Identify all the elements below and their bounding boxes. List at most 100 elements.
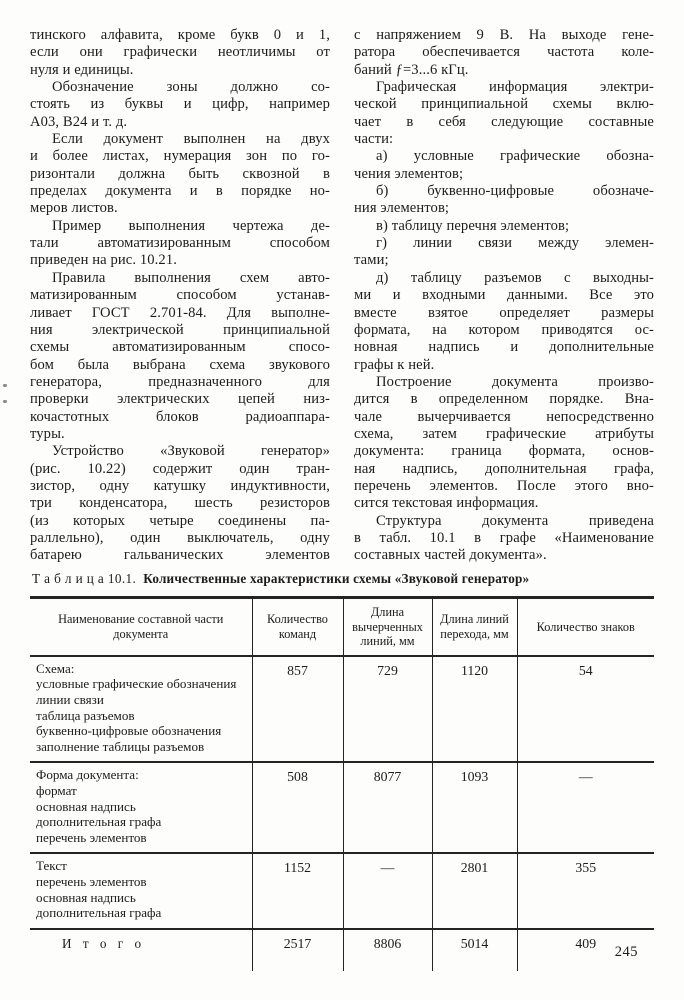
row-title: Текст: [36, 858, 67, 874]
paragraph: б) буквенно-цифровые обозначе-ния элемен…: [354, 183, 654, 218]
text-line: и более листах, нумерация зон по го-: [30, 148, 330, 165]
paragraph: Если документ выполнен на двух и более ли…: [30, 131, 330, 218]
text-line: в) таблицу перечня элементов;: [376, 217, 570, 234]
total-value-cell: 409: [516, 928, 654, 971]
text-columns: тинского алфавита, кроме букв 0 и 1, если…: [30, 27, 654, 565]
text-line: схемы автоматизированным спосо-: [30, 339, 330, 356]
total-value-cell: 2517: [251, 928, 343, 971]
text-line: ния элементов;: [354, 200, 450, 217]
text-line: туры.: [30, 425, 65, 442]
paragraph: Пример выполнения чертежа де-тали автома…: [30, 218, 330, 270]
text-line: зистор, одну катушку индуктивности,: [30, 477, 330, 494]
text-line: бом была выбрана схема звукового: [30, 356, 330, 373]
row-subitem: заполнение таблицы разъемов: [36, 738, 205, 754]
text-line: ливает ГОСТ 2.701-84. Для выполне-: [30, 304, 330, 321]
total-label: И т о г о: [62, 935, 146, 951]
characteristics-table: Наименование составной части документа Ко…: [30, 596, 654, 971]
column-header: Наименование составной части документа: [30, 597, 252, 657]
row-title: Форма документа:: [36, 767, 139, 783]
row-subitem: перечень элементов: [36, 873, 147, 889]
paragraph: тинского алфавита, кроме букв 0 и 1, если…: [30, 27, 330, 79]
text-line: матизированным способом устанав-: [30, 287, 330, 304]
table-10-1-block: Т а б л и ц а 10.1. Количественные характ…: [30, 571, 654, 971]
text-line: Пример выполнения чертежа де-: [52, 217, 330, 234]
text-line: нуля и единицы.: [30, 61, 134, 78]
paragraph: д) таблицу разъемов с выходны-ми и входн…: [354, 270, 654, 374]
text-line: вместе взятое определяет размеры: [354, 304, 654, 321]
paragraph: а) условные графические обозна-чения эле…: [354, 148, 654, 183]
row-name-cell: Схема: условные графические обозначения ли…: [30, 655, 252, 764]
row-subitem: перечень элементов: [36, 829, 147, 845]
page-number: 245: [614, 944, 638, 960]
text-line: перечень элементов. После этого вно-: [354, 477, 654, 494]
text-line: в табл. 10.1 в графе «Наименование: [354, 529, 654, 546]
text-line: приведен на рис. 10.21.: [30, 252, 177, 269]
table-header-row: Наименование составной части документа Ко…: [30, 597, 654, 657]
paragraph: Графическая информация электри-ческой пр…: [354, 79, 654, 148]
text-line: д) таблицу разъемов с выходны-: [376, 269, 654, 286]
value-cell: 508: [251, 762, 343, 855]
value-cell: 857: [251, 655, 343, 764]
table-row: Схема: условные графические обозначения ли…: [30, 655, 654, 764]
paragraph: Обозначение зоны должно со-стоять из бук…: [30, 79, 330, 131]
value-cell: 1093: [431, 762, 517, 855]
text-line: Правила выполнения схем авто-: [52, 269, 330, 286]
paragraph: Структура документа приведена в табл. 10.…: [354, 513, 654, 565]
table-header: Наименование составной части документа Ко…: [30, 597, 654, 657]
row-name-cell: Текст перечень элементов основная надпись д…: [30, 853, 252, 930]
row-subitem: таблица разъемов: [36, 707, 135, 723]
right-column: с напряжением 9 В. На выходе гене-ратора…: [354, 27, 654, 565]
row-subitem: линии связи: [36, 691, 104, 707]
text-line: с напряжением 9 В. На выходе гене-: [354, 27, 654, 43]
text-line: ризонтали должна быть сквозной в: [30, 165, 330, 182]
table-row: Форма документа: формат основная надпись до…: [30, 762, 654, 855]
text-line: Если документ выполнен на двух: [52, 131, 330, 148]
text-line: ная надпись, дополнительная графа,: [354, 460, 654, 477]
column-header: Длина линий перехода, мм: [431, 597, 517, 657]
total-row: И т о г о 2517 8806 5014 409: [30, 928, 654, 971]
text-line: тали автоматизированным способом: [30, 235, 330, 252]
total-value-cell: 5014: [431, 928, 517, 971]
scan-artifact-dot: [3, 400, 7, 403]
scan-artifact-dot: [3, 384, 7, 387]
table-body: Схема: условные графические обозначения ли…: [30, 655, 654, 971]
text-line: меров листов.: [30, 200, 118, 217]
table-caption: Т а б л и ц а 10.1. Количественные характ…: [32, 571, 654, 587]
text-line: стоять из буквы и цифр, например: [30, 96, 330, 113]
text-line: три конденсатора, шесть резисторов: [30, 495, 330, 512]
text-line: дится в определенном порядке. Вна-: [354, 391, 654, 408]
value-cell: 729: [342, 655, 432, 764]
text-line: части:: [354, 131, 394, 148]
text-line: г) линии связи между элемен-: [376, 235, 654, 252]
text-line: Построение документа произво-: [376, 373, 654, 390]
row-subitem: условные графические обозначения: [36, 676, 237, 692]
value-cell: 1120: [431, 655, 517, 764]
value-cell: —: [516, 762, 654, 855]
text-line: Структура документа приведена: [376, 512, 654, 529]
paragraph: Правила выполнения схем авто-матизирован…: [30, 270, 330, 443]
text-line: б) буквенно-цифровые обозначе-: [376, 183, 654, 200]
column-header: Длина вычерченных линий, мм: [342, 597, 432, 657]
text-line: чале вычерчивается непосредственно: [354, 408, 654, 425]
text-line: новная надпись и дополнительные: [354, 339, 654, 356]
paragraph: Устройство «Звуковой генератор» (рис. 10.…: [30, 443, 330, 564]
text-line: батарею гальванических элементов: [30, 547, 330, 564]
text-line: ния электрической принципиальной: [30, 321, 330, 338]
text-line: проверки электрических цепей низ-: [30, 391, 330, 408]
value-cell: 8077: [342, 762, 432, 855]
left-column: тинского алфавита, кроме букв 0 и 1, если…: [30, 27, 330, 565]
table-row: Текст перечень элементов основная надпись д…: [30, 853, 654, 930]
text-line: схема, затем графические атрибуты: [354, 425, 654, 442]
row-name-cell: Форма документа: формат основная надпись до…: [30, 762, 252, 855]
paragraph: с напряжением 9 В. На выходе гене-ратора…: [354, 27, 654, 79]
row-subitem: основная надпись: [36, 889, 136, 905]
text-line: ратора обеспечивается частота коле-: [354, 44, 654, 61]
row-subitem: основная надпись: [36, 798, 136, 814]
text-line: тинского алфавита, кроме букв 0 и 1,: [30, 27, 330, 43]
column-header: Количество команд: [251, 597, 343, 657]
value-cell: 355: [516, 853, 654, 930]
text-line: пределах документа и в порядке но-: [30, 183, 330, 200]
text-line: если они графически неотличимы от: [30, 44, 330, 61]
text-line: Устройство «Звуковой генератор»: [52, 443, 330, 460]
paragraph: г) линии связи между элемен-тами;: [354, 235, 654, 270]
